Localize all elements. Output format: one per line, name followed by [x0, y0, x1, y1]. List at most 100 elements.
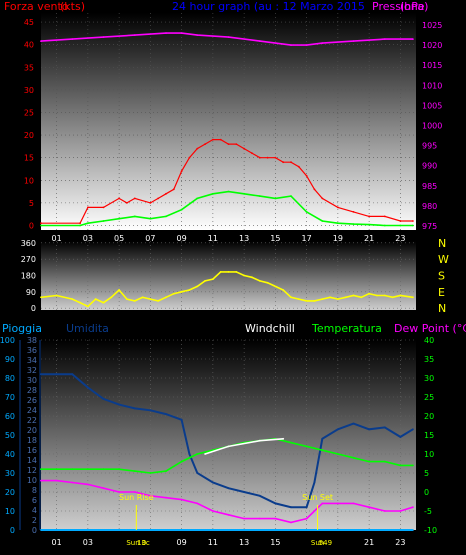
- data-point-temp: [412, 506, 414, 509]
- data-point-2: [180, 32, 183, 34]
- data-point-0: [282, 161, 285, 164]
- data-point-direction: [274, 285, 277, 288]
- tick-label-temperature: 30: [424, 374, 434, 383]
- data-point-direction: [227, 271, 230, 273]
- data-point-1: [352, 223, 355, 226]
- dewpoint-legend: Dew Point (°C): [394, 322, 466, 335]
- data-point-direction: [87, 305, 89, 308]
- tick-label-direction: 270: [21, 255, 36, 264]
- data-point-temp: [399, 436, 402, 438]
- data-point-2: [40, 40, 42, 42]
- data-point-direction: [258, 280, 261, 282]
- wind-direction-series: [40, 271, 414, 308]
- data-point-direction: [235, 271, 238, 273]
- data-point-2: [196, 34, 199, 36]
- tick-label-rain: 40: [5, 450, 15, 459]
- data-point-temp: [227, 487, 230, 490]
- data-point-0: [126, 202, 128, 204]
- data-point-temp: [102, 468, 105, 471]
- tick-label-wind: 20: [24, 131, 34, 140]
- data-point-1: [133, 215, 136, 218]
- data-point-temp: [352, 502, 355, 505]
- tick-label-wind: 30: [24, 86, 34, 95]
- series-line-gust: [41, 190, 413, 227]
- tick-label-humidity: 4: [32, 506, 37, 515]
- tick-label-wind: 35: [24, 63, 34, 72]
- data-point-direction: [141, 296, 144, 299]
- tick-label-hour: 11: [208, 234, 218, 243]
- tick-label-humidity: 24: [27, 406, 37, 415]
- data-point-temp: [282, 437, 285, 440]
- data-point-direction: [321, 298, 324, 300]
- data-point-direction: [313, 300, 316, 302]
- data-point-temp: [149, 409, 152, 412]
- tick-label-direction: 360: [21, 239, 36, 248]
- data-point-direction: [149, 298, 152, 300]
- tick-label-rain: 50: [5, 431, 15, 440]
- windchill-legend: Windchill: [245, 322, 295, 335]
- data-point-1: [290, 195, 292, 198]
- data-point-0: [188, 156, 191, 159]
- compass-label: W: [438, 253, 449, 266]
- data-point-direction: [337, 298, 339, 300]
- tick-label-temperature: 0: [424, 488, 429, 497]
- wind-axis-label: Forza vento: [4, 0, 69, 13]
- series-line-direction: [40, 271, 414, 308]
- temperature-legend: Temperatura: [311, 322, 382, 335]
- data-point-temp: [55, 373, 58, 376]
- data-point-temp: [180, 418, 183, 421]
- data-point-temp: [71, 468, 74, 471]
- sun-time-label: Sun: [311, 539, 324, 547]
- tick-label-humidity: 2: [32, 516, 37, 525]
- data-point-0: [118, 197, 120, 200]
- data-point-direction: [55, 294, 58, 297]
- tick-label-hour: 21: [364, 538, 374, 547]
- wind-pressure-ticks: 0510152025303540459759809859909951000100…: [24, 18, 443, 243]
- data-point-temp: [102, 487, 105, 490]
- tick-label-wind: 5: [29, 199, 34, 208]
- data-point-2: [383, 38, 386, 40]
- data-point-temp: [188, 453, 191, 455]
- tick-label-temperature: 15: [424, 431, 434, 440]
- tick-label-temperature: -5: [424, 507, 432, 516]
- tick-label-direction: 180: [21, 272, 36, 281]
- data-point-direction: [383, 294, 386, 297]
- tick-label-hour: 01: [52, 234, 62, 243]
- tick-label-pressure: 985: [422, 182, 437, 191]
- data-point-temp: [321, 502, 324, 505]
- data-point-0: [297, 165, 300, 168]
- data-point-1: [305, 211, 308, 213]
- tick-label-hour: 03: [83, 234, 93, 243]
- data-point-1: [196, 197, 199, 200]
- sun-annotation: Sun Rise: [119, 493, 154, 502]
- tick-label-humidity: 16: [27, 446, 37, 455]
- sun-time-label: Sun 0: [126, 539, 146, 547]
- wind-pressure-plot-area: [41, 13, 416, 230]
- data-point-direction: [40, 296, 42, 299]
- data-point-temp: [71, 373, 74, 376]
- data-point-direction: [376, 294, 378, 297]
- tick-label-wind: 25: [24, 108, 34, 117]
- tick-label-pressure: 1020: [422, 41, 442, 50]
- tick-label-pressure: 1025: [422, 21, 442, 30]
- data-point-1: [180, 208, 183, 211]
- wind-direction-grid: [41, 241, 416, 310]
- data-point-temp: [212, 510, 214, 512]
- data-point-0: [313, 188, 316, 191]
- data-point-direction: [290, 296, 292, 299]
- data-point-temp: [71, 481, 74, 484]
- data-point-direction: [243, 274, 246, 277]
- data-point-temp: [352, 456, 355, 459]
- data-point-0: [352, 211, 355, 213]
- data-point-temp: [149, 472, 152, 474]
- data-point-temp: [204, 453, 207, 455]
- tick-label-humidity: 12: [27, 466, 37, 475]
- rain-axis-label: Pioggia: [2, 322, 42, 335]
- data-point-0: [196, 147, 199, 150]
- data-point-0: [219, 138, 222, 141]
- data-point-2: [412, 38, 414, 40]
- data-point-0: [102, 206, 105, 209]
- tick-label-wind: 45: [24, 18, 34, 27]
- data-point-2: [352, 40, 355, 42]
- data-point-direction: [391, 296, 394, 299]
